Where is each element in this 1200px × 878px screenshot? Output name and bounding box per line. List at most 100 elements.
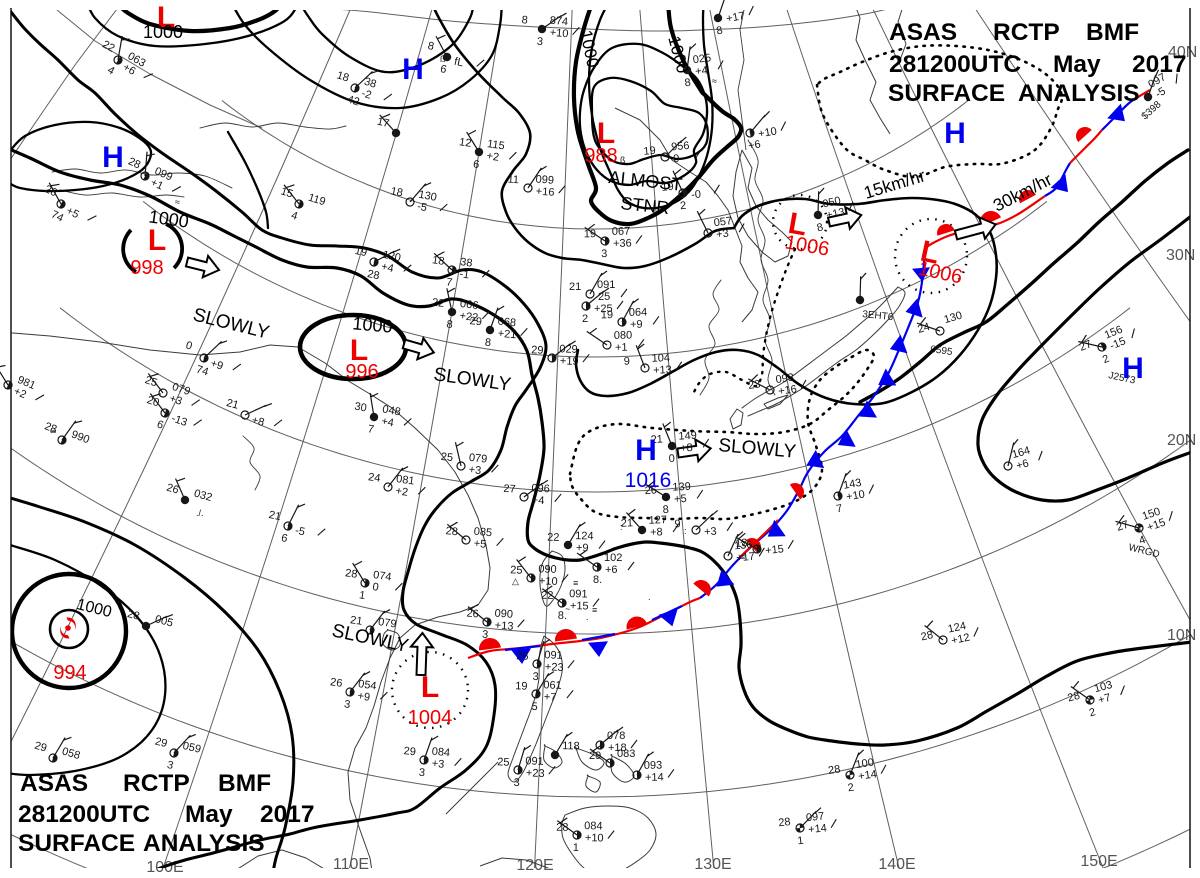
svg-text:28: 28: [126, 608, 141, 623]
svg-text:2: 2: [1088, 706, 1097, 719]
svg-text:+10: +10: [845, 488, 865, 503]
svg-text:061: 061: [543, 679, 562, 692]
svg-text:050: 050: [821, 195, 842, 211]
svg-text:+7: +7: [544, 691, 557, 703]
svg-text:+8: +8: [250, 414, 265, 429]
svg-text:+9: +9: [576, 542, 589, 554]
svg-text:18: 18: [735, 537, 748, 550]
svg-text:H: H: [402, 53, 424, 86]
svg-text:-15: -15: [1108, 335, 1127, 352]
svg-text:+3: +3: [704, 526, 717, 539]
svg-text::: :: [620, 522, 623, 532]
svg-text:L: L: [421, 671, 439, 704]
svg-text:19: 19: [354, 245, 368, 259]
svg-text:21: 21: [621, 517, 634, 529]
svg-text:19: 19: [584, 228, 596, 240]
svg-text:1: 1: [573, 842, 579, 854]
svg-text:15: 15: [279, 185, 294, 200]
svg-text:8: 8: [521, 14, 528, 26]
svg-text:+15: +15: [765, 543, 785, 557]
svg-text:096: 096: [531, 482, 550, 495]
svg-text:090: 090: [494, 608, 513, 621]
svg-text:1016: 1016: [625, 469, 672, 492]
svg-text:29: 29: [469, 315, 482, 328]
svg-text:H: H: [102, 141, 124, 174]
svg-text:20N: 20N: [1167, 432, 1196, 449]
svg-text:H: H: [635, 434, 657, 467]
svg-text:21: 21: [569, 281, 581, 293]
svg-text:0: 0: [184, 339, 193, 352]
svg-text:956: 956: [671, 140, 690, 154]
svg-text:7: 7: [367, 423, 375, 436]
svg-text:124: 124: [575, 530, 594, 542]
svg-text:+13: +13: [494, 620, 513, 633]
svg-text:∞: ∞: [50, 426, 56, 436]
svg-text:140E: 140E: [878, 856, 915, 873]
svg-text:42: 42: [346, 94, 361, 109]
svg-text:5: 5: [531, 701, 538, 713]
svg-text:~: ~: [334, 242, 339, 252]
svg-text:120: 120: [381, 249, 401, 265]
svg-text:+1: +1: [615, 342, 628, 354]
svg-text:74: 74: [49, 209, 65, 225]
svg-text:28: 28: [827, 763, 841, 777]
svg-text:097: 097: [805, 810, 825, 824]
svg-text:3: 3: [482, 629, 489, 641]
svg-text:9: 9: [674, 518, 681, 530]
svg-text:149: 149: [678, 430, 697, 443]
svg-text:.: .: [586, 612, 589, 622]
svg-text:-5: -5: [294, 525, 306, 539]
svg-text:099: 099: [535, 174, 554, 187]
svg-text:127: 127: [648, 514, 667, 527]
svg-text:26: 26: [516, 650, 529, 662]
svg-text:May: May: [1053, 51, 1101, 78]
svg-text:136: 136: [734, 539, 753, 553]
svg-text:≡: ≡: [573, 578, 578, 588]
svg-text:+10: +10: [539, 575, 558, 588]
svg-text:032: 032: [193, 488, 214, 505]
svg-text:103: 103: [1093, 679, 1114, 695]
svg-text:+23: +23: [526, 767, 545, 780]
svg-text:+7: +7: [1097, 692, 1112, 707]
svg-text:26: 26: [165, 482, 180, 497]
svg-text:120E: 120E: [516, 857, 553, 874]
svg-text:+13: +13: [653, 364, 672, 377]
svg-text:8: 8: [662, 504, 669, 516]
svg-text:29: 29: [589, 750, 601, 762]
svg-text:L: L: [157, 1, 175, 34]
svg-text:-5: -5: [416, 201, 428, 215]
svg-text:+10: +10: [757, 125, 777, 140]
svg-text:115: 115: [486, 138, 505, 152]
svg-text:26: 26: [329, 676, 343, 690]
svg-text:104: 104: [651, 352, 670, 365]
svg-text:28: 28: [366, 268, 380, 282]
svg-text:≈: ≈: [175, 197, 180, 207]
svg-text:≡: ≡: [740, 552, 745, 562]
svg-text:110E: 110E: [333, 856, 369, 873]
svg-text:19: 19: [601, 309, 613, 321]
svg-text:8: 8: [427, 40, 435, 53]
svg-text:7: 7: [445, 276, 453, 289]
svg-text:17: 17: [376, 116, 391, 130]
svg-text:18: 18: [335, 69, 350, 84]
svg-text:994: 994: [53, 662, 86, 684]
svg-text:130E: 130E: [694, 856, 731, 873]
svg-text:+23: +23: [545, 661, 564, 674]
svg-text:+17: +17: [736, 551, 756, 565]
svg-text:3: 3: [513, 777, 520, 789]
svg-text:+25: +25: [594, 303, 613, 315]
svg-text:150E: 150E: [1080, 853, 1117, 870]
svg-text:18: 18: [431, 254, 445, 268]
svg-text:130: 130: [943, 310, 964, 327]
svg-text:≈: ≈: [712, 76, 717, 86]
svg-text:7: 7: [835, 503, 843, 516]
svg-text:1: 1: [797, 835, 804, 848]
svg-text:19: 19: [515, 680, 528, 692]
svg-text:27: 27: [503, 483, 516, 496]
svg-text:ANALYSIS: ANALYSIS: [1018, 80, 1140, 107]
svg-text:▫: ▫: [545, 562, 548, 572]
svg-text:074: 074: [372, 569, 392, 583]
svg-text:+3: +3: [431, 758, 445, 771]
svg-text:058: 058: [61, 746, 82, 763]
svg-text:fL: fL: [453, 56, 464, 70]
